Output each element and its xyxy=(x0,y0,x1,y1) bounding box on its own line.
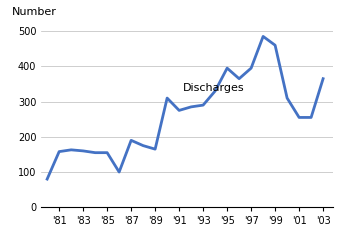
Text: Number: Number xyxy=(12,7,57,17)
Text: Discharges: Discharges xyxy=(183,83,244,93)
